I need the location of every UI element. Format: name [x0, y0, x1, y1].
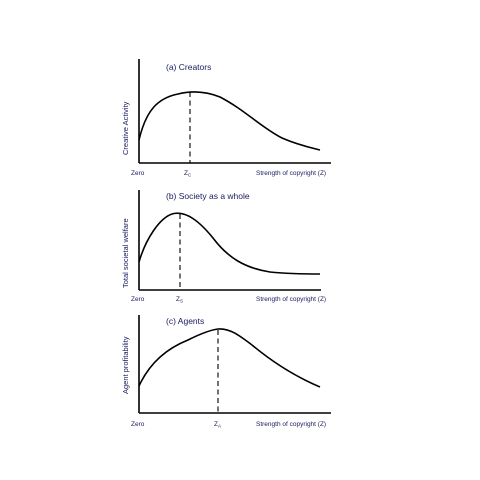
panel-agents: (c) Agents Agent profitability Zero Stre… — [121, 315, 331, 429]
origin-label: Zero — [131, 421, 145, 428]
y-axis-label: Creative Activity — [121, 101, 130, 155]
panel-title: (a) Creators — [166, 62, 211, 72]
panel-creators: (a) Creators Creative Activity Zero Stre… — [121, 59, 331, 178]
societal-welfare-curve — [138, 212, 321, 275]
panel-title: (c) Agents — [166, 316, 204, 326]
x-axis-label: Strength of copyright (Z) — [256, 170, 326, 177]
origin-label: Zero — [131, 170, 145, 177]
y-axis-label: Total societal welfare — [121, 218, 130, 288]
origin-label: Zero — [131, 296, 145, 303]
peak-label: ZC — [184, 170, 192, 178]
x-axis-label: Strength of copyright (Z) — [256, 421, 326, 428]
agent-profitability-curve — [138, 328, 321, 388]
creative-activity-curve — [138, 91, 321, 151]
panel-society: (b) Society as a whole Total societal we… — [121, 190, 326, 304]
peak-label: ZA — [214, 421, 221, 429]
peak-label: ZS — [176, 296, 183, 304]
x-axis-label: Strength of copyright (Z) — [256, 296, 326, 303]
y-axis-label: Agent profitability — [121, 336, 130, 394]
panel-title: (b) Society as a whole — [166, 191, 250, 201]
